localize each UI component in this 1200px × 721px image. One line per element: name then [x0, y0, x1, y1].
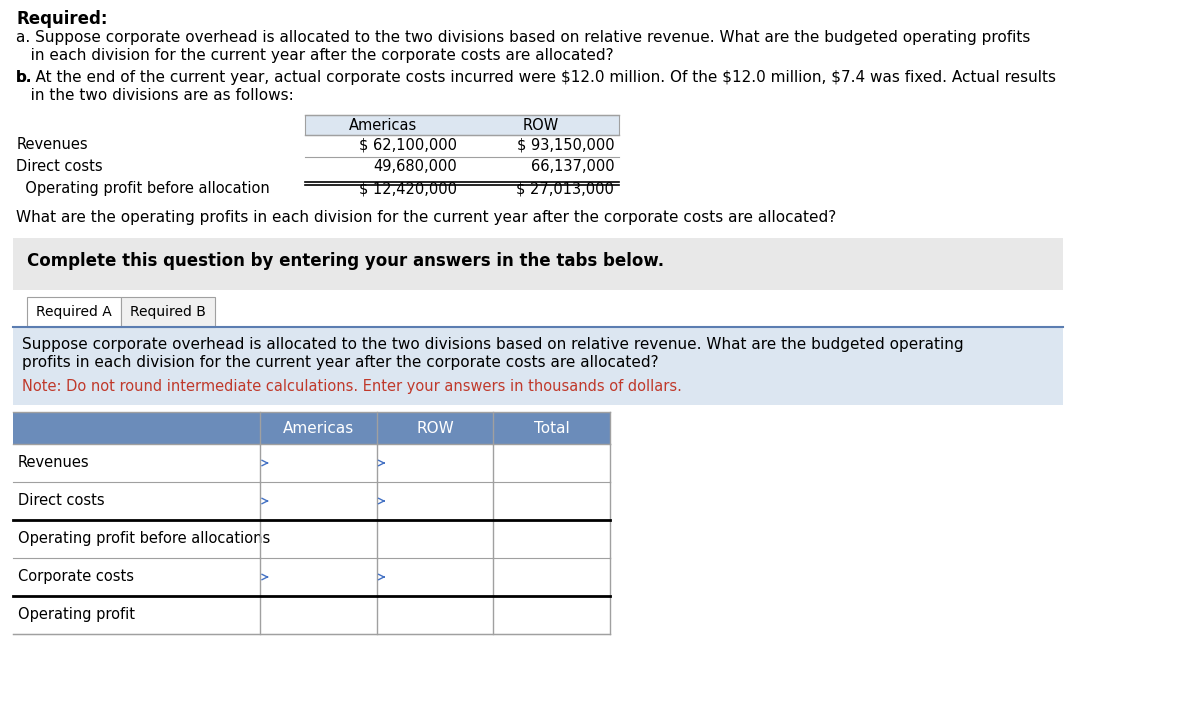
Text: in each division for the current year after the corporate costs are allocated?: in each division for the current year af…	[16, 48, 613, 63]
Text: ROW: ROW	[416, 421, 454, 436]
Text: Operating profit before allocation: Operating profit before allocation	[16, 181, 270, 196]
Text: in the two divisions are as follows:: in the two divisions are as follows:	[16, 88, 294, 103]
Text: 49,680,000: 49,680,000	[373, 159, 457, 174]
Text: 66,137,000: 66,137,000	[530, 159, 614, 174]
Text: profits in each division for the current year after the corporate costs are allo: profits in each division for the current…	[23, 355, 659, 370]
Text: Required:: Required:	[16, 10, 108, 28]
Bar	[13, 558, 610, 596]
Text: b.: b.	[16, 70, 32, 85]
Text: Note: Do not round intermediate calculations. Enter your answers in thousands of: Note: Do not round intermediate calculat…	[23, 379, 683, 394]
Text: Revenues: Revenues	[16, 137, 88, 152]
Text: Direct costs: Direct costs	[16, 159, 103, 174]
Text: Required A: Required A	[36, 305, 112, 319]
Text: Total: Total	[534, 421, 569, 436]
Bar	[26, 297, 121, 327]
Text: Operating profit before allocations: Operating profit before allocations	[18, 531, 270, 546]
Text: Corporate costs: Corporate costs	[18, 569, 134, 584]
Text: $ 27,013,000: $ 27,013,000	[516, 181, 614, 196]
Text: $ 12,420,000: $ 12,420,000	[359, 181, 457, 196]
Bar	[13, 327, 1062, 405]
Text: $ 62,100,000: $ 62,100,000	[359, 137, 457, 152]
Bar	[13, 596, 610, 634]
Text: b. At the end of the current year, actual corporate costs incurred were $12.0 mi: b. At the end of the current year, actua…	[16, 70, 1056, 85]
Text: Complete this question by entering your answers in the tabs below.: Complete this question by entering your …	[26, 252, 664, 270]
Text: Suppose corporate overhead is allocated to the two divisions based on relative r: Suppose corporate overhead is allocated …	[23, 337, 964, 352]
Text: Required B: Required B	[130, 305, 206, 319]
Bar	[13, 238, 1062, 290]
Text: Revenues: Revenues	[18, 455, 90, 470]
Text: What are the operating profits in each division for the current year after the c: What are the operating profits in each d…	[16, 210, 836, 225]
Text: $ 93,150,000: $ 93,150,000	[517, 137, 614, 152]
Bar	[13, 444, 610, 482]
Bar	[121, 297, 215, 327]
Text: Direct costs: Direct costs	[18, 493, 104, 508]
Bar	[13, 520, 610, 558]
Text: Americas: Americas	[349, 118, 418, 133]
Text: a. Suppose corporate overhead is allocated to the two divisions based on relativ: a. Suppose corporate overhead is allocat…	[16, 30, 1031, 45]
Text: Americas: Americas	[283, 421, 354, 436]
Text: ROW: ROW	[522, 118, 558, 133]
Bar	[13, 412, 610, 444]
Text: Operating profit: Operating profit	[18, 607, 134, 622]
Bar	[13, 482, 610, 520]
Bar	[305, 115, 619, 135]
